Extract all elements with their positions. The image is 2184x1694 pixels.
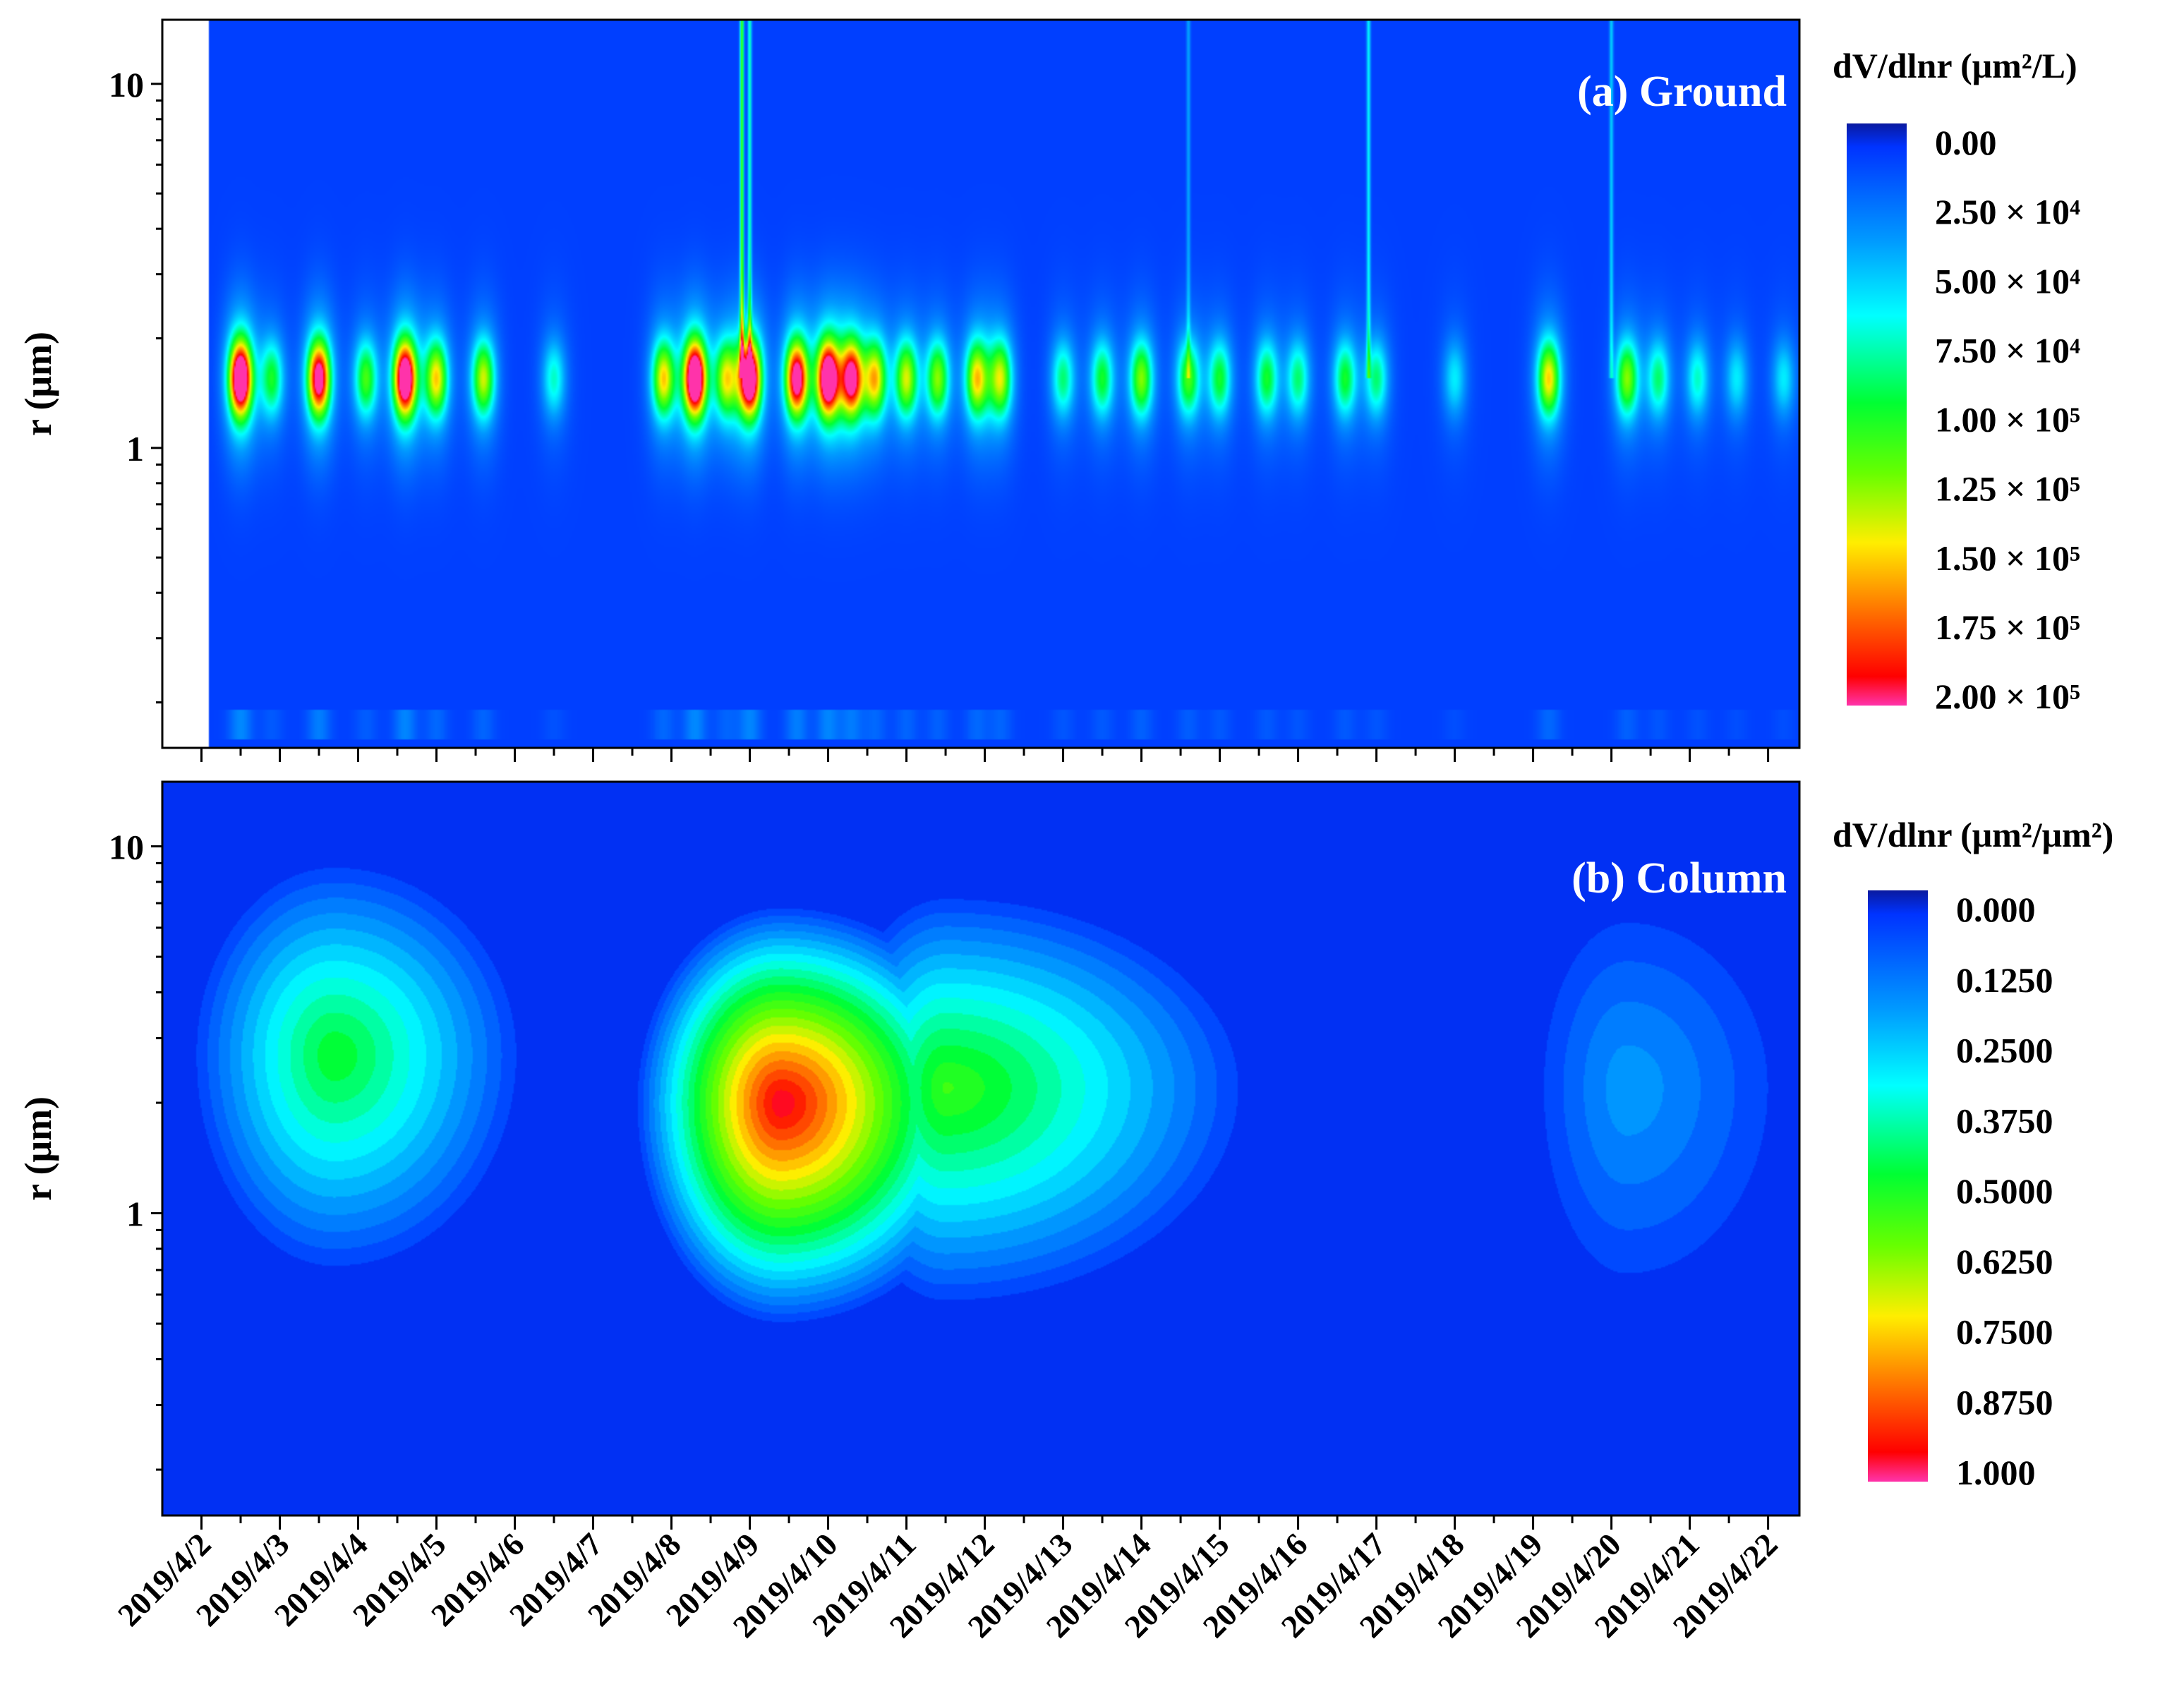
panel-column: (b) Column r (μm) 1 10 2019/4/22019/4/320… [17, 780, 2113, 1645]
colorbar-tick-label: 0.7500 [1956, 1312, 2053, 1352]
ground-y-ticks: 1 10 [109, 65, 162, 704]
panel-ground: (a) Ground r (μm) 1 10 dV/dlnr (μm²/L) 0.… [17, 18, 2080, 762]
column-y-ticks: 1 10 [109, 828, 162, 1471]
ground-title: (a) Ground [1577, 68, 1787, 116]
colorbar-tick-label: 1.75 × 10⁵ [1935, 607, 2080, 647]
colorbar-tick-label: 1.00 × 10⁵ [1935, 400, 2080, 440]
colorbar-tick-label: 0.5000 [1956, 1171, 2053, 1211]
ground-colorbar-ticks: 0.00 2.50 × 10⁴ 5.00 × 10⁴ 7.50 × 10⁴ 1.00 ×… [1935, 123, 2080, 716]
colorbar-tick-label: 0.1250 [1956, 960, 2053, 1000]
y-tick-label: 1 [126, 1194, 144, 1234]
column-heatmap-canvas [162, 782, 1799, 1515]
colorbar-tick-label: 2.50 × 10⁴ [1935, 192, 2080, 231]
column-title: (b) Column [1571, 854, 1787, 902]
colorbar-tick-label: 1.25 × 10⁵ [1935, 469, 2080, 509]
colorbar-tick-label: 7.50 × 10⁴ [1935, 330, 2080, 370]
ground-x-ticks [200, 748, 1770, 762]
x-tick-labels: 2019/4/22019/4/32019/4/42019/4/52019/4/6… [111, 1526, 1785, 1645]
ground-colorbar: dV/dlnr (μm²/L) 0.00 2.50 × 10⁴ 5.00 × 10⁴… [1833, 46, 2080, 716]
colorbar-tick-label: 0.00 [1935, 123, 1997, 162]
ground-heatmap [162, 20, 1799, 748]
ground-y-axis: r (μm) 1 10 [17, 65, 162, 704]
y-tick-label: 10 [109, 65, 144, 104]
column-colorbar: dV/dlnr (μm²/μm²) 0.000 0.1250 0.2500 0.375… [1833, 815, 2113, 1492]
y-tick-label: 10 [109, 828, 144, 867]
column-colorbar-gradient [1868, 890, 1928, 1482]
column-plot-frame [161, 780, 1801, 1517]
ground-plot-frame [161, 18, 1801, 749]
column-x-ticks [200, 1515, 1770, 1530]
colorbar-tick-label: 0.8750 [1956, 1382, 2053, 1422]
column-colorbar-title: dV/dlnr (μm²/μm²) [1833, 815, 2113, 854]
colorbar-tick-label: 0.2500 [1956, 1031, 2053, 1070]
ground-colorbar-title: dV/dlnr (μm²/L) [1833, 46, 2077, 85]
colorbar-tick-label: 1.50 × 10⁵ [1935, 538, 2080, 578]
colorbar-tick-label: 1.000 [1956, 1453, 2036, 1492]
ground-y-label: r (μm) [17, 332, 59, 436]
colorbar-tick-label: 2.00 × 10⁵ [1935, 677, 2080, 716]
colorbar-tick-label: 5.00 × 10⁴ [1935, 261, 2080, 301]
colorbar-tick-label: 0.6250 [1956, 1242, 2053, 1281]
colorbar-tick-label: 0.000 [1956, 890, 2036, 929]
column-y-label: r (μm) [17, 1096, 59, 1201]
column-colorbar-ticks: 0.000 0.1250 0.2500 0.3750 0.5000 0.6250 0.750… [1956, 890, 2053, 1492]
ground-heatmap-canvas [162, 20, 1799, 748]
y-tick-label: 1 [126, 429, 144, 468]
column-heatmap [162, 782, 1799, 1515]
colorbar-tick-label: 0.3750 [1956, 1101, 2053, 1140]
column-y-axis: r (μm) 1 10 [17, 828, 162, 1471]
ground-colorbar-gradient [1847, 123, 1907, 706]
